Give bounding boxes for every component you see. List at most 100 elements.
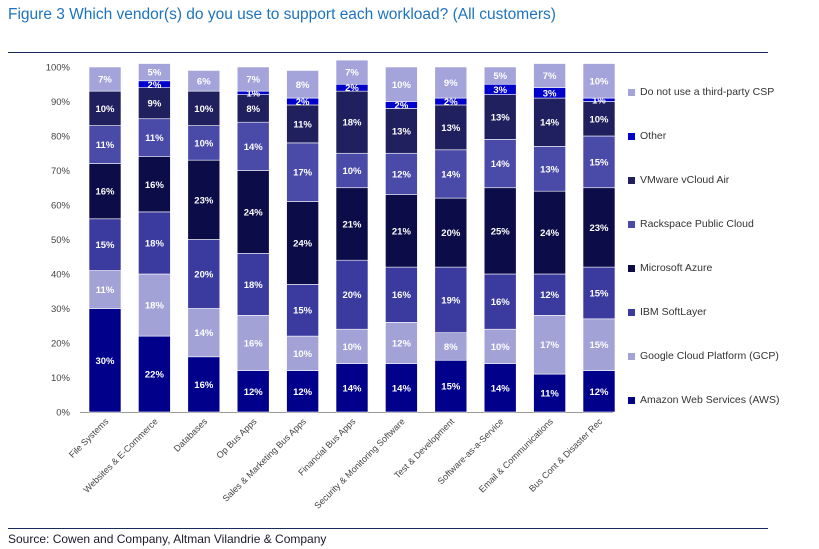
data-label: 24% [244, 207, 264, 218]
data-label: 20% [441, 228, 461, 239]
legend-label: Do not use a third-party CSP [640, 86, 775, 98]
legend-swatch [628, 396, 635, 404]
legend-swatch [628, 352, 635, 360]
data-label: 18% [145, 301, 165, 312]
y-tick-label: 50% [51, 235, 71, 246]
legend-label: Other [640, 130, 667, 142]
y-tick-label: 60% [51, 201, 71, 212]
bar-segment [434, 332, 468, 361]
x-category-label: Sales & Marketing Bus Apps [221, 416, 309, 504]
legend-label: Amazon Web Services (AWS) [640, 394, 780, 406]
bar-segment [483, 94, 517, 140]
legend-item: Rackspace Public Cloud [628, 218, 754, 230]
data-label: 21% [392, 226, 412, 237]
data-label: 25% [491, 226, 511, 237]
data-label: 14% [491, 383, 511, 394]
bar-segment [138, 273, 171, 337]
x-category-label: Databases [172, 416, 210, 454]
data-label: 6% [197, 76, 211, 87]
data-label: 14% [441, 169, 461, 180]
bar-segment [533, 373, 566, 413]
y-tick-label: 80% [51, 132, 71, 143]
data-label: 12% [293, 387, 313, 398]
data-label: 14% [540, 118, 560, 129]
bar-segment [286, 201, 319, 285]
data-label: 10% [342, 342, 362, 353]
bar-segment [483, 328, 517, 365]
bar-segment [385, 266, 418, 323]
bar-segment [483, 273, 517, 330]
data-label: 24% [540, 228, 560, 239]
data-label: 15% [589, 340, 609, 351]
data-label: 14% [244, 142, 264, 153]
data-label: 10% [342, 166, 362, 177]
data-label: 5% [148, 68, 162, 79]
bar-segment [88, 66, 122, 92]
legend-label: Rackspace Public Cloud [640, 218, 754, 230]
bar-segment [286, 104, 319, 144]
data-label: 24% [293, 238, 313, 249]
data-label: 11% [96, 140, 115, 151]
data-label: 2% [296, 97, 310, 108]
legend-label: IBM SoftLayer [640, 306, 707, 318]
bar-segment [385, 66, 418, 102]
data-label: 8% [444, 342, 458, 353]
legend-swatch [628, 220, 635, 228]
legend-item: IBM SoftLayer [628, 306, 707, 318]
legend-item: Amazon Web Services (AWS) [628, 394, 779, 406]
y-tick-label: 10% [51, 373, 71, 384]
bar-segment [138, 63, 171, 82]
bar-segment [434, 104, 468, 151]
data-label: 9% [148, 99, 162, 110]
bar-segment [187, 239, 221, 309]
y-tick-label: 100% [46, 63, 71, 74]
legend-label: VMware vCloud Air [640, 174, 730, 186]
bar-segment [434, 359, 468, 413]
source-rule [8, 528, 768, 529]
data-label: 14% [392, 383, 412, 394]
data-label: 16% [244, 339, 264, 350]
bar-segment [483, 66, 517, 85]
legend-item: Microsoft Azure [628, 262, 712, 274]
data-label: 18% [244, 280, 264, 291]
data-label: 18% [342, 118, 362, 129]
data-label: 18% [145, 238, 165, 249]
data-label: 2% [444, 97, 458, 108]
data-label: 16% [392, 290, 412, 301]
bar-segment [385, 152, 418, 195]
bar-segment [434, 197, 468, 268]
data-label: 14% [342, 383, 362, 394]
data-label: 3% [543, 88, 557, 99]
data-label: 7% [246, 75, 260, 86]
bar-segment [483, 187, 517, 275]
data-label: 16% [194, 380, 214, 391]
bar-segment [187, 159, 221, 240]
bar-segment [533, 63, 566, 88]
data-label: 12% [589, 387, 609, 398]
data-label: 10% [95, 104, 115, 115]
data-label: 13% [441, 123, 461, 134]
legend-item: Other [628, 130, 666, 142]
bar-segment [187, 90, 221, 126]
bar-segment [236, 370, 270, 413]
bar-segment [533, 190, 566, 275]
data-label: 10% [491, 342, 511, 353]
data-label: 11% [540, 389, 559, 400]
bar-segment [533, 146, 566, 192]
legend-swatch [628, 264, 635, 272]
y-tick-label: 90% [51, 97, 71, 108]
data-label: 2% [395, 100, 409, 111]
legend-label: Google Cloud Platform (GCP) [640, 350, 779, 362]
data-label: 23% [589, 223, 609, 234]
data-label: 15% [293, 306, 313, 317]
legend-label: Microsoft Azure [640, 262, 713, 274]
bar-segment [533, 273, 566, 316]
data-label: 8% [296, 80, 310, 91]
y-tick-label: 30% [51, 304, 71, 315]
data-label: 13% [392, 126, 412, 137]
data-label: 10% [293, 349, 313, 360]
data-label: 12% [540, 290, 560, 301]
bar-segment [138, 118, 171, 158]
data-label: 16% [95, 187, 115, 198]
chart-source: Source: Cowen and Company, Altman Viland… [8, 532, 327, 546]
